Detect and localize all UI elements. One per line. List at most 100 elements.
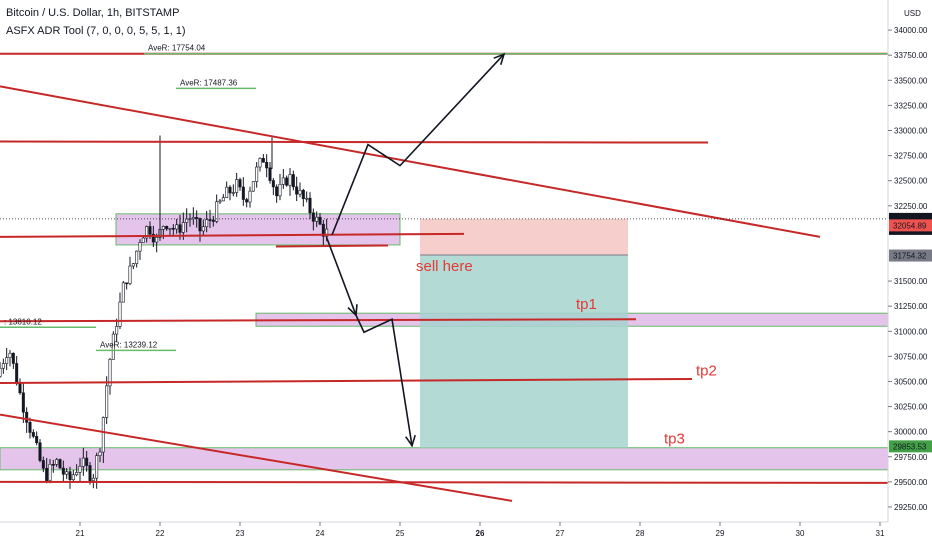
candle-body xyxy=(148,226,152,235)
candle-body xyxy=(295,186,299,195)
arrows-layer[interactable] xyxy=(325,52,506,448)
horizontal-line[interactable] xyxy=(275,244,389,248)
candle-body xyxy=(61,467,65,475)
candle-body xyxy=(251,181,255,192)
candle-body xyxy=(41,460,45,469)
ave-level-label: AveR: 13239.12 xyxy=(100,340,158,349)
candle-body xyxy=(185,218,189,223)
y-tick-label: 34000.00 xyxy=(894,26,928,35)
y-tick-label: 29250.00 xyxy=(894,503,928,512)
position-layer[interactable] xyxy=(420,218,628,448)
price-tag xyxy=(889,219,932,232)
trend-line[interactable] xyxy=(0,413,513,502)
candle-body xyxy=(261,158,265,163)
candle-body xyxy=(25,411,29,423)
candle-body xyxy=(31,432,35,437)
candle-body xyxy=(255,166,259,182)
candle-body xyxy=(101,417,105,453)
candle-body xyxy=(215,201,219,222)
y-tick-label: 29750.00 xyxy=(894,453,928,462)
zone-tp3[interactable] xyxy=(0,447,889,471)
y-tick-label: 31250.00 xyxy=(894,302,928,311)
horizontal-line[interactable] xyxy=(0,318,637,323)
trend-line[interactable] xyxy=(0,85,821,238)
candle-body xyxy=(48,464,52,481)
candle-body xyxy=(91,477,95,481)
candle-body xyxy=(228,186,232,194)
horizontal-line[interactable] xyxy=(0,480,889,484)
candle-body xyxy=(151,233,155,243)
candle-body xyxy=(28,422,32,433)
price-tag xyxy=(889,440,932,453)
candle-body xyxy=(1,363,5,369)
horizontal-line[interactable] xyxy=(0,232,465,238)
stop-loss-box[interactable] xyxy=(420,218,628,255)
candle-body xyxy=(21,392,25,413)
annotation-tp2: tp2 xyxy=(696,362,717,379)
x-tick-label: 23 xyxy=(236,529,245,538)
candle-body xyxy=(85,457,89,466)
ave-level-label: AveR: 17754.04 xyxy=(148,44,206,53)
candle-body xyxy=(285,177,289,186)
candle-body xyxy=(125,282,129,285)
x-tick-label: 30 xyxy=(796,529,805,538)
candle-body xyxy=(218,200,222,203)
candle-body xyxy=(278,184,282,197)
candle-body xyxy=(305,197,309,200)
candle-body xyxy=(131,263,135,267)
candle-body xyxy=(271,180,275,188)
x-tick-label: 21 xyxy=(76,529,85,538)
ave-levels-layer: AveR: 17754.04 AveR: 17487.36: 13810.12 Av… xyxy=(0,44,888,352)
currency-label: USD xyxy=(904,9,921,18)
candle-body xyxy=(248,190,252,203)
annotation-sell-here: sell here xyxy=(416,258,473,275)
arrow-head xyxy=(405,434,416,448)
x-tick-label: 27 xyxy=(556,529,565,538)
take-profit-box[interactable] xyxy=(420,254,628,448)
candle-body xyxy=(198,218,202,232)
candle-body xyxy=(155,237,159,243)
candle-body xyxy=(51,464,55,466)
candle-body xyxy=(95,455,99,479)
arrow-path[interactable] xyxy=(325,236,357,316)
candle-body xyxy=(108,359,112,387)
x-tick-label: 22 xyxy=(156,529,165,538)
x-tick-label: 28 xyxy=(636,529,645,538)
candle-body xyxy=(195,217,199,219)
candle-body xyxy=(175,224,179,230)
candle-body xyxy=(165,226,169,230)
candle-body xyxy=(238,179,242,188)
horizontal-line[interactable] xyxy=(0,140,709,144)
indicator-label: ASFX ADR Tool (7, 0, 0, 0, 5, 5, 1, 1) xyxy=(6,25,186,37)
candle-body xyxy=(171,227,175,230)
x-tick-label: 31 xyxy=(876,529,885,538)
arrow-path[interactable] xyxy=(331,53,505,236)
candle-body xyxy=(235,179,239,193)
candle-body xyxy=(221,197,225,202)
candle-body xyxy=(141,237,145,243)
annotation-tp3: tp3 xyxy=(664,431,685,448)
candle-body xyxy=(191,217,195,220)
candle-body xyxy=(268,167,272,181)
candle-body xyxy=(65,471,69,475)
x-tick-label: 25 xyxy=(396,529,405,538)
annotation-tp1: tp1 xyxy=(576,296,597,313)
candle-body xyxy=(45,467,49,481)
candle-body xyxy=(265,161,269,169)
arrow-path[interactable] xyxy=(355,314,413,446)
candle-body xyxy=(211,219,215,222)
candle-body xyxy=(308,197,312,214)
y-tick-label: 30750.00 xyxy=(894,352,928,361)
candle-body xyxy=(111,333,115,360)
y-tick-label: 33000.00 xyxy=(894,127,928,136)
candle-body xyxy=(121,282,125,303)
horizontal-line[interactable] xyxy=(0,377,693,384)
candle-body xyxy=(318,216,322,225)
candle-body xyxy=(301,189,305,199)
candle-body xyxy=(205,219,209,228)
y-tick-label: 31500.00 xyxy=(894,277,928,286)
candles-layer xyxy=(0,135,329,489)
candle-body xyxy=(145,226,149,239)
price-tag-label: 29853.53 xyxy=(893,442,927,451)
